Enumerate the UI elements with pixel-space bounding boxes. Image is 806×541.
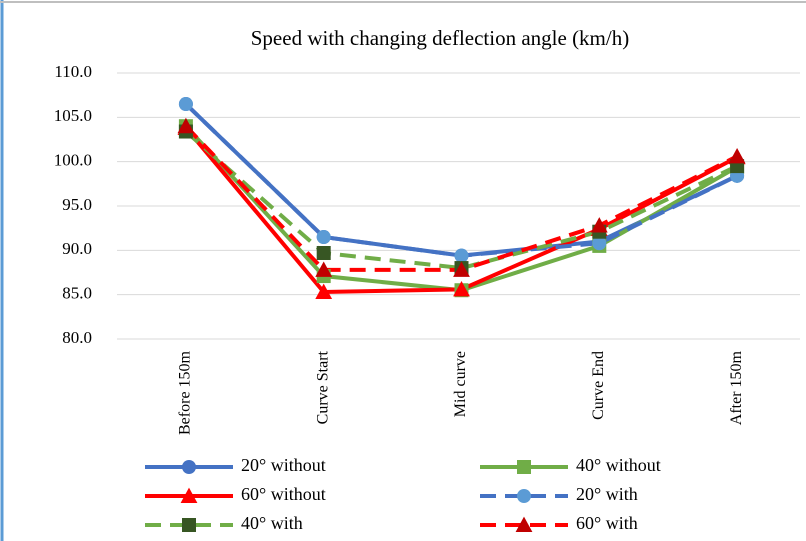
marker	[316, 245, 331, 260]
legend-marker	[182, 460, 196, 474]
legend-marker	[517, 460, 531, 474]
legend-label: 40° with	[241, 513, 303, 533]
x-tick-label: After 150m	[728, 350, 745, 425]
legend-marker	[517, 489, 531, 503]
marker	[453, 261, 470, 277]
marker	[178, 97, 193, 112]
legend-label: 60° without	[241, 484, 326, 504]
chart-title: Speed with changing deflection angle (km…	[251, 26, 629, 50]
legend-marker	[182, 518, 196, 532]
marker	[590, 217, 608, 233]
legend-marker	[515, 516, 533, 532]
legend-label: 40° without	[576, 455, 661, 475]
x-tick-label: Curve Start	[314, 350, 331, 424]
y-tick-label: 100.0	[54, 151, 92, 170]
legend-marker	[180, 487, 198, 503]
marker	[315, 283, 333, 300]
marker	[592, 236, 607, 251]
series-line	[184, 130, 738, 271]
marker	[453, 280, 470, 297]
y-tick-label: 95.0	[62, 195, 92, 214]
x-tick-label: Before 150m	[177, 350, 194, 435]
y-tick-label: 110.0	[54, 62, 92, 81]
x-tick-label: Mid curve	[452, 351, 469, 417]
marker	[454, 248, 469, 263]
y-tick-label: 80.0	[62, 328, 92, 347]
marker	[315, 261, 333, 277]
y-tick-label: 105.0	[54, 106, 92, 125]
legend-label: 20° with	[576, 484, 638, 504]
legend-label: 60° with	[576, 513, 638, 533]
marker	[177, 117, 195, 134]
marker	[728, 147, 746, 164]
x-tick-label: Curve End	[590, 351, 607, 420]
legend-label: 20° without	[241, 455, 326, 475]
y-tick-label: 90.0	[62, 239, 92, 258]
marker	[316, 230, 331, 245]
y-tick-label: 85.0	[62, 284, 92, 303]
